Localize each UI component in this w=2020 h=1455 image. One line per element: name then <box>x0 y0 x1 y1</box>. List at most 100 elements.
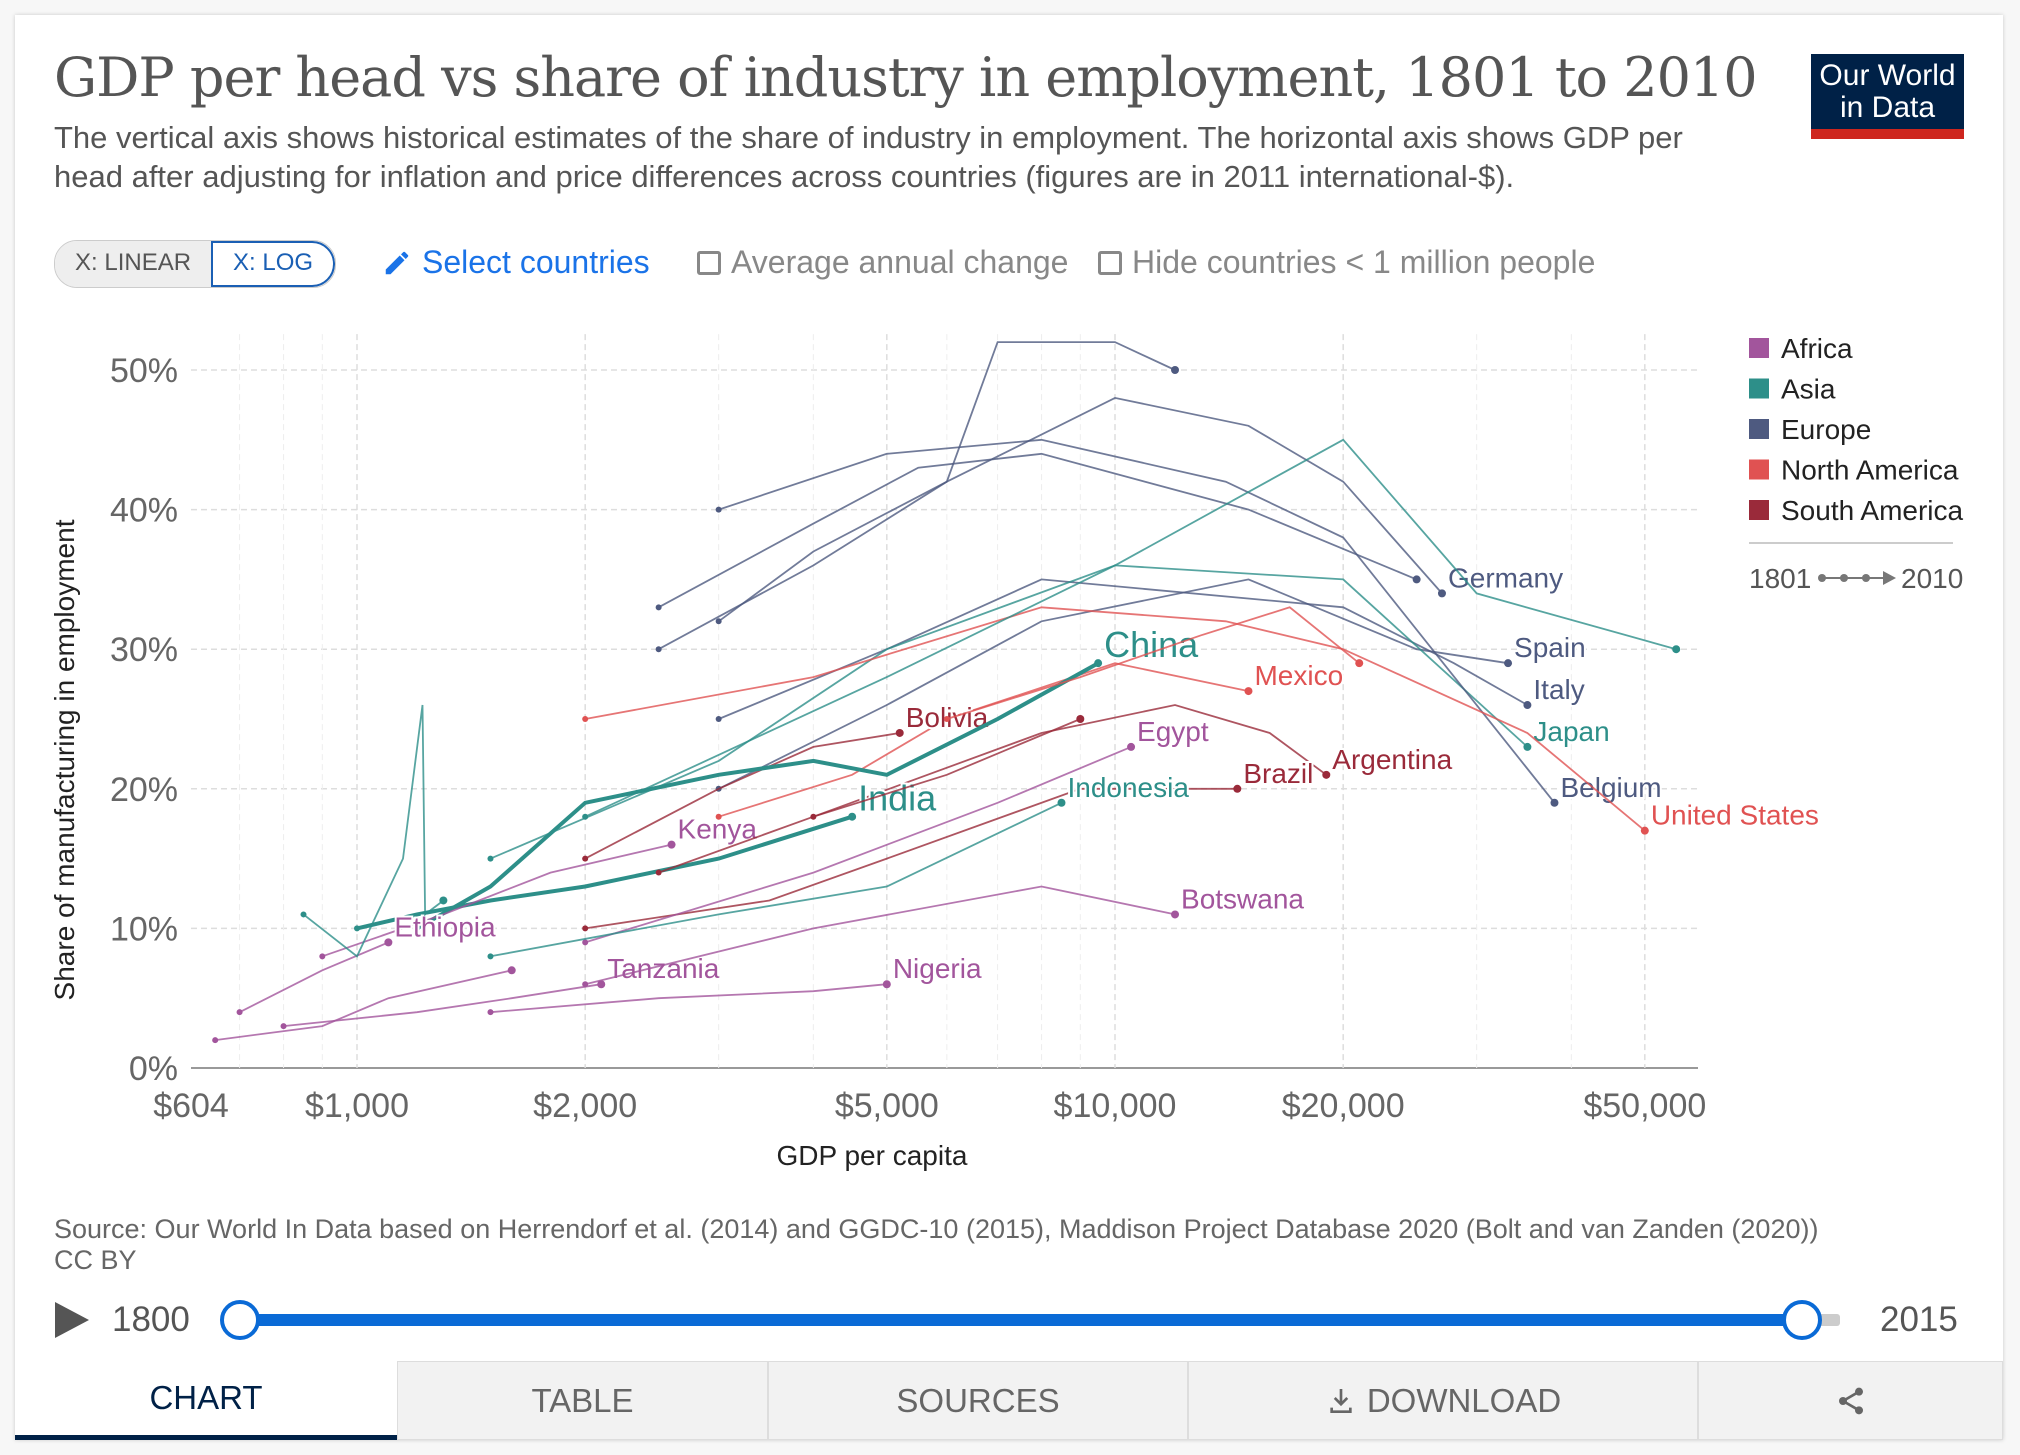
play-icon[interactable] <box>55 1302 89 1338</box>
checkbox-icon <box>697 250 721 275</box>
series-end-point <box>1127 742 1136 751</box>
hide-small-countries-checkbox[interactable]: Hide countries < 1 million people <box>1098 244 1595 281</box>
x-tick-label: $1,000 <box>305 1087 409 1125</box>
country-label: India <box>858 778 937 819</box>
scatter-chart: 0% 10% 20% 30% 40% 50% $604 $1,000 $2,000 $5,000 $… <box>49 333 1964 1171</box>
time-legend-dot <box>1840 574 1848 582</box>
tab-chart[interactable]: CHART <box>15 1361 397 1440</box>
series-line <box>490 801 1062 958</box>
series-line <box>215 969 512 1041</box>
series-line <box>718 438 1556 804</box>
series-end-point <box>507 966 516 975</box>
bottom-tabs: CHART TABLE SOURCES DOWNLOAD <box>15 1361 2003 1440</box>
y-tick-label: 40% <box>110 492 178 530</box>
owid-logo[interactable]: Our World in Data <box>1811 54 1964 139</box>
x-linear-button[interactable]: X: LINEAR <box>55 241 212 287</box>
series-start-point <box>487 953 494 960</box>
series-start-point <box>715 618 722 625</box>
legend-label: South America <box>1781 495 1964 526</box>
series-end-point <box>1057 798 1066 807</box>
series-line <box>658 718 1081 874</box>
logo-line: Our World <box>1819 59 1956 92</box>
x-axis-label: GDP per capita <box>777 1140 968 1171</box>
series-line <box>239 941 389 1014</box>
legend-swatch <box>1749 500 1769 520</box>
series-end-point <box>1094 659 1103 668</box>
chart-card <box>15 15 2003 1440</box>
series-start-point <box>943 716 950 722</box>
legend-label: Africa <box>1781 333 1853 364</box>
country-label: Tanzania <box>607 953 720 984</box>
country-label: Italy <box>1533 674 1584 705</box>
series-line <box>490 983 887 1014</box>
country-label: Belgium <box>1560 772 1661 803</box>
series-line <box>283 983 602 1027</box>
series-end-point <box>895 728 904 737</box>
average-change-checkbox[interactable]: Average annual change <box>697 244 1068 281</box>
series-end-point <box>1244 687 1253 696</box>
tab-sources[interactable]: SOURCES <box>768 1361 1188 1440</box>
legend-swatch <box>1749 378 1769 399</box>
x-tick-label: $2,000 <box>533 1087 637 1125</box>
series-start-point <box>715 813 722 820</box>
x-tick-label: $604 <box>153 1087 229 1125</box>
timeline-end-year: 2015 <box>1880 1300 1958 1339</box>
share-button[interactable] <box>1698 1361 2003 1440</box>
series-end-point <box>597 980 606 989</box>
tab-table[interactable]: TABLE <box>397 1361 768 1440</box>
legend-label: Europe <box>1781 414 1871 445</box>
y-tick-label: 10% <box>110 910 178 948</box>
series-line <box>302 704 444 958</box>
series-line <box>584 438 1677 818</box>
x-scale-toggle: X: LINEAR X: LOG <box>54 240 337 288</box>
series-end-point <box>1171 366 1180 374</box>
series-end-point <box>1672 645 1681 654</box>
select-countries-label: Select countries <box>422 244 650 280</box>
time-legend-dot <box>1818 574 1826 582</box>
series-end-point <box>1640 826 1649 835</box>
tab-download[interactable]: DOWNLOAD <box>1188 1361 1698 1440</box>
timeline-start-handle[interactable] <box>220 1300 260 1340</box>
series-end-point <box>1171 910 1180 919</box>
series-line <box>416 661 1100 931</box>
logo-line: in Data <box>1839 91 1936 124</box>
download-icon <box>1330 1388 1352 1413</box>
series-start-point <box>655 869 662 876</box>
series-line <box>322 843 672 958</box>
download-label: DOWNLOAD <box>1366 1381 1562 1419</box>
x-log-button[interactable]: X: LOG <box>211 241 336 287</box>
series-line <box>584 885 1176 986</box>
series-start-point <box>319 953 326 960</box>
timeline-range <box>240 1314 1802 1326</box>
series-end-point <box>667 840 676 849</box>
license-text[interactable]: CC BY <box>54 1245 137 1275</box>
series-line <box>585 787 1238 930</box>
series-start-point <box>655 604 662 611</box>
series-end-point <box>1523 701 1532 710</box>
x-tick-label: $5,000 <box>835 1087 939 1125</box>
series-end-point <box>1076 715 1085 723</box>
series-start-point <box>236 1009 243 1016</box>
country-label: Spain <box>1514 632 1586 663</box>
timeline-end-handle[interactable] <box>1781 1300 1822 1340</box>
series-start-point <box>582 925 589 932</box>
series-start-point <box>582 939 589 946</box>
series-end-point <box>1322 770 1331 779</box>
country-label: Argentina <box>1332 744 1452 775</box>
x-tick-label: $10,000 <box>1054 1087 1177 1125</box>
legend-swatch <box>1749 459 1769 480</box>
share-icon <box>1838 1387 1863 1414</box>
select-countries-button[interactable]: Select countries <box>382 244 650 281</box>
series-line <box>946 606 1360 720</box>
series-end-point <box>1550 798 1559 807</box>
time-legend-arrow <box>1883 571 1896 585</box>
legend-label: North America <box>1781 455 1959 486</box>
series-line <box>718 341 1176 623</box>
average-change-label: Average annual change <box>731 244 1069 280</box>
hide-small-label: Hide countries < 1 million people <box>1132 244 1596 280</box>
series-line <box>584 746 1132 944</box>
series-start-point <box>582 855 589 862</box>
series-line <box>585 606 1646 832</box>
series-line <box>658 452 1417 609</box>
country-label: Nigeria <box>893 953 982 984</box>
